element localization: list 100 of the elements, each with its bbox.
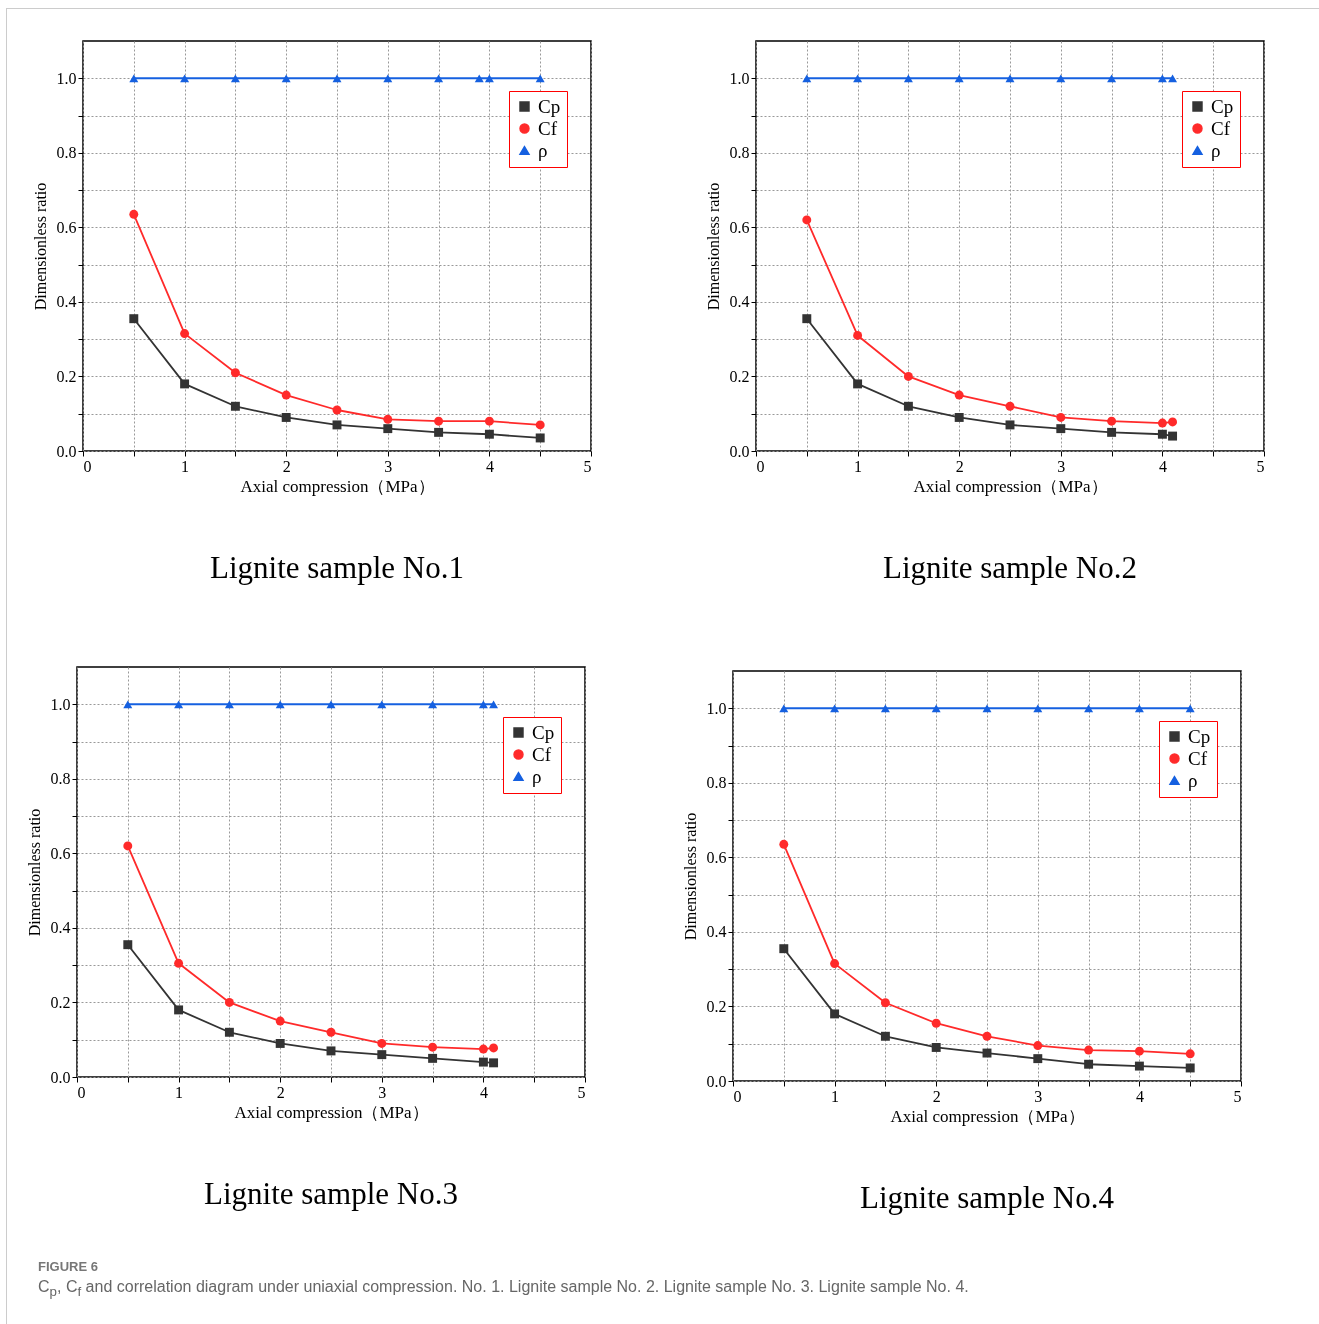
point — [853, 330, 863, 340]
point — [174, 958, 184, 968]
x-tick-label: 0 — [77, 1083, 86, 1101]
y-tick-label: 0.6 — [729, 218, 750, 236]
point — [434, 74, 444, 83]
point — [275, 1038, 285, 1048]
point — [332, 405, 342, 415]
y-tick-label: 0.2 — [706, 997, 727, 1015]
point — [489, 1043, 499, 1053]
x-tick-label: 4 — [1158, 457, 1167, 475]
legend-label: ρ — [532, 765, 542, 787]
y-tick-label: 0.0 — [706, 1072, 727, 1090]
y-tick-label: 1.0 — [729, 69, 750, 87]
y-tick-label: 0.2 — [56, 367, 77, 385]
point — [982, 704, 992, 713]
point — [123, 841, 133, 851]
text: Lignite sample No.2 — [883, 550, 1137, 585]
y-tick-label: 0.4 — [50, 919, 71, 937]
point — [230, 74, 240, 83]
point — [880, 998, 890, 1008]
x-tick-label: 1 — [175, 1083, 184, 1101]
point — [377, 700, 387, 709]
text: Lignite sample No.1 — [210, 550, 464, 585]
legend-label: Cp — [532, 721, 555, 743]
point — [779, 944, 789, 954]
y-tick-label: 0.2 — [729, 367, 750, 385]
legend-label: Cf — [538, 117, 558, 139]
point — [326, 1027, 336, 1037]
point — [1084, 1059, 1094, 1069]
text: Lignite sample No.4 — [860, 1180, 1115, 1215]
x-tick-label: 3 — [1034, 1087, 1043, 1105]
text: C$_{p}$, C$_{f}$ and correlation diagram under uniaxial compression. No. 1. Lignite sample No. 2. Lignite sample No. 3. Lignite sample No. 4. — [38, 1278, 969, 1300]
x-tick-label: 0 — [733, 1087, 742, 1105]
legend-label: ρ — [1188, 769, 1198, 791]
point — [1134, 704, 1144, 713]
point — [802, 314, 812, 324]
x-tick-label: 5 — [1233, 1087, 1242, 1105]
text: Lignite sample No.3 — [204, 1176, 458, 1211]
legend-label: Cp — [1211, 95, 1234, 117]
point — [931, 1018, 941, 1028]
point — [1157, 74, 1167, 83]
x-tick-label: 5 — [577, 1083, 586, 1101]
point — [954, 412, 964, 422]
y-tick-label: 1.0 — [56, 69, 77, 87]
point — [1107, 74, 1117, 83]
x-tick-label: 2 — [276, 1083, 285, 1101]
y-tick-label: 1.0 — [50, 695, 71, 713]
legend-label: Cf — [1211, 117, 1231, 139]
point — [535, 74, 545, 83]
caption: FIGURE 6 — [38, 1259, 99, 1274]
y-tick-label: 0.8 — [56, 144, 77, 162]
x-tick-label: 3 — [1057, 457, 1066, 475]
x-tick-label: 1 — [831, 1087, 840, 1105]
point — [853, 74, 863, 83]
point — [484, 429, 494, 439]
point — [880, 704, 890, 713]
point — [1033, 1054, 1043, 1064]
point — [1056, 424, 1066, 434]
x-axis-title: Axial compression（MPa） — [234, 1102, 429, 1122]
point — [129, 314, 139, 324]
point — [903, 371, 913, 381]
y-tick-label: 0.8 — [729, 144, 750, 162]
point — [1107, 416, 1117, 426]
point — [428, 1042, 438, 1052]
point — [830, 704, 840, 713]
point — [174, 700, 184, 709]
point — [377, 1038, 387, 1048]
y-axis-title: Dimensionless ratio — [681, 812, 699, 941]
point — [535, 420, 545, 430]
point — [489, 1058, 499, 1068]
point — [484, 74, 494, 83]
x-tick-label: 3 — [384, 457, 393, 475]
point — [931, 1042, 941, 1052]
y-axis-title: Dimensionless ratio — [704, 182, 722, 311]
point — [224, 1027, 234, 1037]
x-tick-label: 5 — [1256, 457, 1265, 475]
point — [224, 700, 234, 709]
point — [1056, 74, 1066, 83]
point — [332, 420, 342, 430]
point — [1157, 429, 1167, 439]
point — [123, 700, 133, 709]
point — [1005, 401, 1015, 411]
point — [474, 74, 484, 83]
point — [230, 368, 240, 378]
x-axis-title: Axial compression（MPa） — [240, 476, 435, 496]
point — [478, 1044, 488, 1054]
point — [1033, 704, 1043, 713]
y-tick-label: 0.8 — [50, 770, 71, 788]
point — [326, 1046, 336, 1056]
x-tick-label: 0 — [756, 457, 765, 475]
point — [853, 379, 863, 389]
y-tick-label: 1.0 — [706, 699, 727, 717]
point — [779, 839, 789, 849]
y-tick-label: 0.0 — [50, 1068, 71, 1086]
point — [326, 700, 336, 709]
point — [1185, 704, 1195, 713]
x-tick-label: 2 — [955, 457, 964, 475]
x-tick-label: 5 — [583, 457, 592, 475]
point — [489, 700, 499, 709]
y-tick-label: 0.2 — [50, 993, 71, 1011]
